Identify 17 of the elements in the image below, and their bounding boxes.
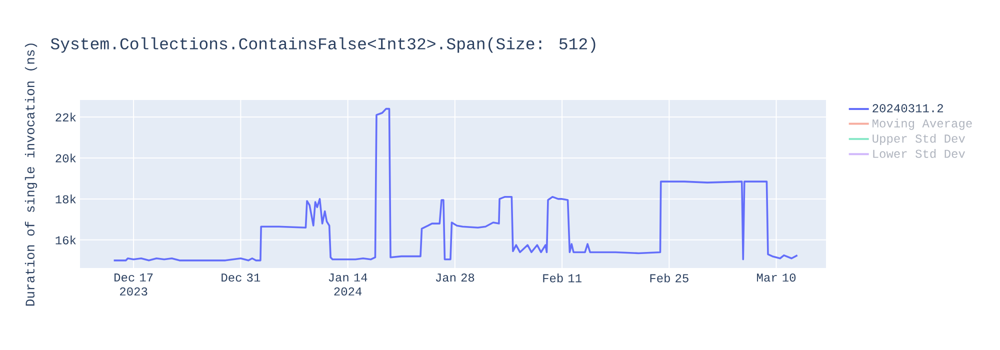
y-tick-label: 16k [56,236,76,244]
chart-title: System.Collections.ContainsFalse<Int32>.Span(Size: 512) [50,37,596,53]
x-tick-label: Jan 28 [436,274,474,282]
y-tick-label: 22k [56,112,76,122]
legend-label: Lower Std Dev [873,149,966,158]
x-tick-label: Feb 25 [650,274,688,282]
legend-label: Moving Average [872,118,972,130]
x-tick-label: Feb 11 [543,274,582,282]
y-axis-title: Duration of single invocation (ns) [24,44,38,306]
x-tick-label: Jan 14 2024 [328,274,368,296]
x-tick-label: Dec 31 [222,274,260,282]
x-tick-label: Dec 17 2023 [114,274,153,296]
y-tick-label: 18k [56,194,76,204]
y-tick-label: 20k [56,154,76,162]
x-tick-label: Mar 10 [757,274,796,282]
legend-label: Upper Std Dev [872,134,966,146]
legend-label: 20240311.2 [872,104,943,112]
